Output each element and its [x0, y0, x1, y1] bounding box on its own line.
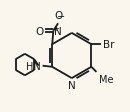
- Text: −: −: [57, 12, 65, 21]
- Text: N: N: [54, 26, 61, 36]
- Text: +: +: [52, 24, 59, 33]
- Text: HN: HN: [26, 61, 41, 71]
- Text: O: O: [54, 11, 62, 21]
- Text: Me: Me: [99, 74, 113, 84]
- Text: O: O: [35, 26, 44, 36]
- Text: Br: Br: [103, 40, 114, 50]
- Text: N: N: [68, 81, 76, 90]
